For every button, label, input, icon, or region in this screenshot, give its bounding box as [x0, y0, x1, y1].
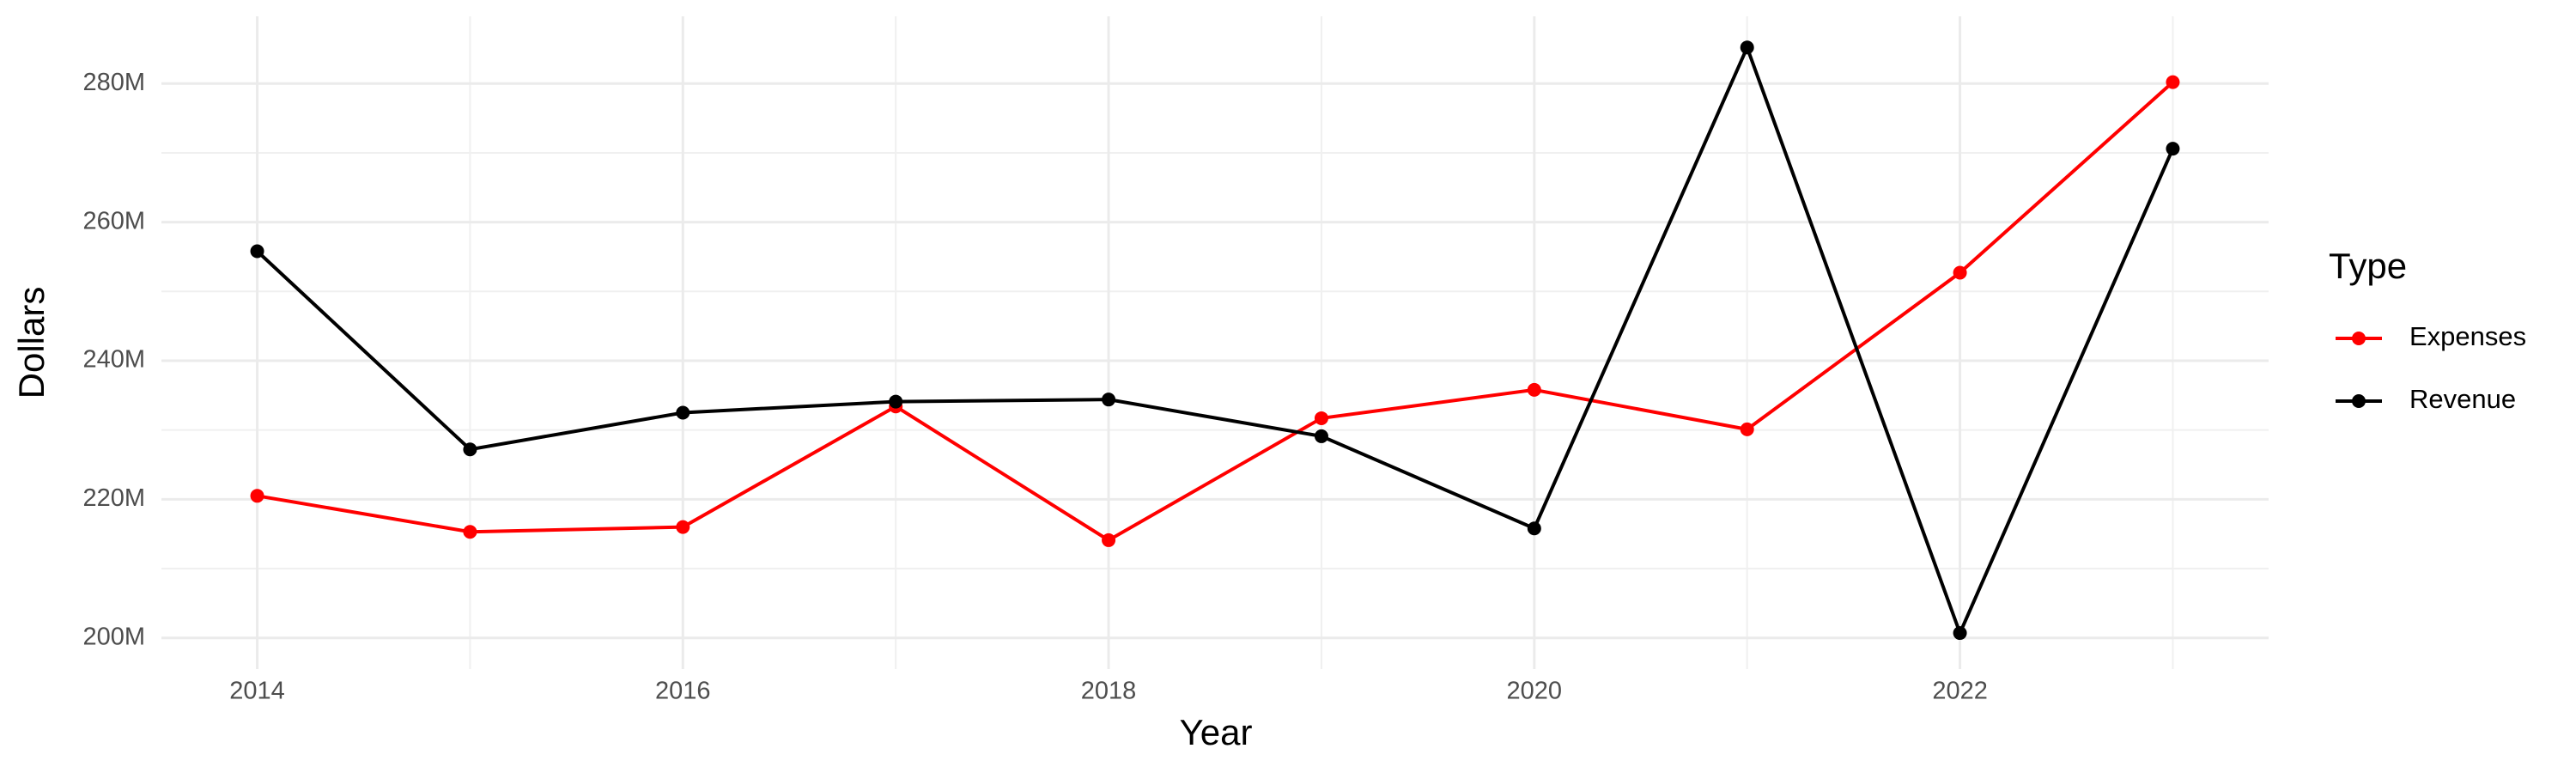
data-point — [1527, 382, 1541, 397]
y-tick-label: 260M — [82, 207, 145, 234]
x-tick-label: 2014 — [229, 678, 285, 705]
data-point — [2166, 142, 2180, 156]
data-point — [676, 520, 690, 534]
data-point — [1102, 533, 1116, 547]
x-tick-label: 2020 — [1507, 678, 1563, 705]
legend-label: Revenue — [2409, 384, 2516, 414]
data-point — [1740, 40, 1754, 55]
legend-title: Type — [2329, 246, 2407, 286]
x-tick-label: 2022 — [1932, 678, 1988, 705]
legend-key-point — [2352, 332, 2366, 345]
data-point — [250, 489, 264, 503]
y-axis-title: Dollars — [11, 287, 52, 399]
x-tick-label: 2016 — [655, 678, 711, 705]
data-point — [1314, 411, 1328, 425]
data-point — [463, 525, 477, 539]
data-point — [676, 405, 690, 420]
data-point — [1527, 521, 1541, 536]
data-point — [250, 244, 264, 259]
data-point — [1740, 422, 1754, 436]
legend-key-point — [2352, 394, 2366, 408]
series-line — [256, 42, 2175, 638]
data-point — [1953, 265, 1967, 280]
y-tick-label: 240M — [82, 346, 145, 374]
y-tick-label: 200M — [82, 623, 145, 650]
y-tick-label: 280M — [82, 69, 145, 96]
y-tick-label: 220M — [82, 484, 145, 512]
x-tick-label: 2018 — [1081, 678, 1137, 705]
data-point — [1953, 626, 1967, 641]
legend-label: Expenses — [2409, 321, 2526, 351]
data-point — [1314, 429, 1328, 443]
series-line — [257, 81, 2174, 543]
data-point — [463, 442, 477, 457]
data-point — [889, 394, 903, 409]
x-axis-title: Year — [1180, 712, 1253, 752]
data-point — [2166, 75, 2180, 89]
data-point — [1102, 393, 1116, 407]
